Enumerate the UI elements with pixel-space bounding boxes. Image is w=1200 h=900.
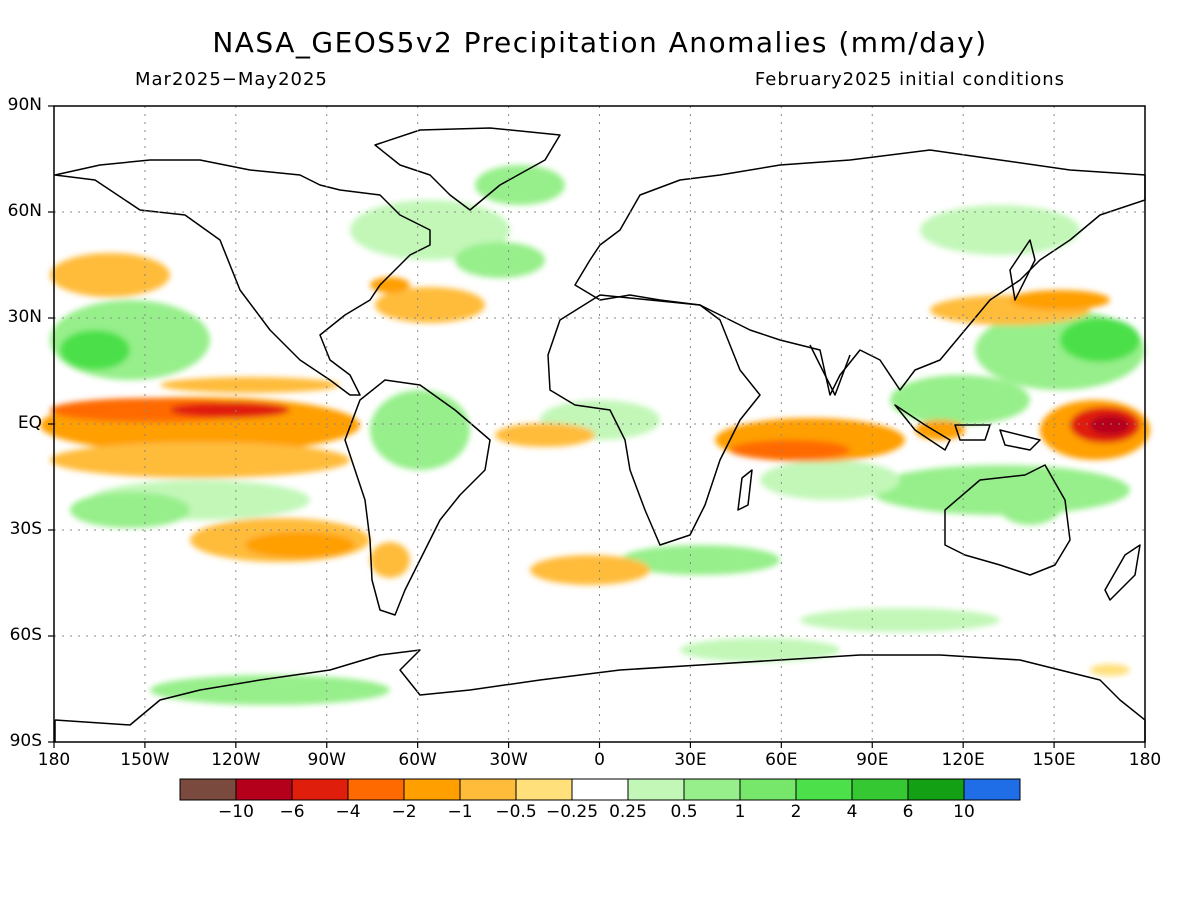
colorbar-label: −1 (447, 802, 473, 822)
longitude-label: 180 (1128, 750, 1162, 770)
colorbar-label: −0.5 (495, 802, 537, 822)
colorbar-swatch (683, 778, 741, 801)
latitude-label: 90N (7, 95, 42, 115)
colorbar-swatch (347, 778, 405, 801)
colorbar-label: 0.5 (670, 802, 698, 822)
longitude-label: 90E (856, 750, 889, 770)
colorbar-swatch (291, 778, 349, 801)
longitude-label: 30E (674, 750, 707, 770)
longitude-label: 60E (765, 750, 798, 770)
longitude-label: 60W (398, 750, 437, 770)
colorbar-swatch (963, 778, 1021, 801)
colorbar-swatch (571, 778, 629, 801)
colorbar-swatch (795, 778, 853, 801)
longitude-label: 30W (489, 750, 528, 770)
colorbar-swatch (459, 778, 517, 801)
colorbar-swatch (235, 778, 293, 801)
longitude-label: 0 (594, 750, 605, 770)
longitude-label: 180 (37, 750, 71, 770)
longitude-label: 120W (211, 750, 261, 770)
longitude-label: 150W (120, 750, 170, 770)
latitude-label: 30N (7, 307, 42, 327)
latitude-label: EQ (17, 413, 42, 433)
anomaly-field (40, 165, 1150, 705)
colorbar-swatch (627, 778, 685, 801)
axis-ticks (48, 105, 1146, 748)
colorbar-swatch (907, 778, 965, 801)
colorbar-swatch (739, 778, 797, 801)
forecast-period: Mar2025−May2025 (135, 69, 328, 90)
longitude-label: 120E (941, 750, 985, 770)
colorbar-label: 4 (846, 802, 858, 822)
colorbar-label: −0.25 (545, 802, 599, 822)
colorbar (179, 778, 1021, 801)
colorbar-label: 2 (790, 802, 802, 822)
colorbar-label: −4 (335, 802, 361, 822)
colorbar-label: −10 (218, 802, 254, 822)
colorbar-swatch (403, 778, 461, 801)
colorbar-label: −6 (279, 802, 305, 822)
longitude-label: 90W (307, 750, 346, 770)
initial-conditions: February2025 initial conditions (754, 69, 1065, 90)
latitude-label: 60N (7, 201, 42, 221)
latitude-label: 30S (9, 519, 42, 539)
colorbar-swatch (179, 778, 237, 801)
colorbar-label: 1 (734, 802, 746, 822)
graticule (54, 106, 1145, 742)
latitude-label: 90S (9, 731, 42, 751)
colorbar-swatch (851, 778, 909, 801)
colorbar-label: 10 (953, 802, 975, 822)
latitude-label: 60S (9, 625, 42, 645)
longitude-label: 150E (1032, 750, 1076, 770)
colorbar-label: −2 (391, 802, 417, 822)
colorbar-swatch (515, 778, 573, 801)
coastlines (54, 127, 1146, 742)
map-title: NASA_GEOS5v2 Precipitation Anomalies (mm… (212, 26, 988, 59)
colorbar-label: 0.25 (609, 802, 647, 822)
colorbar-label: 6 (902, 802, 914, 822)
